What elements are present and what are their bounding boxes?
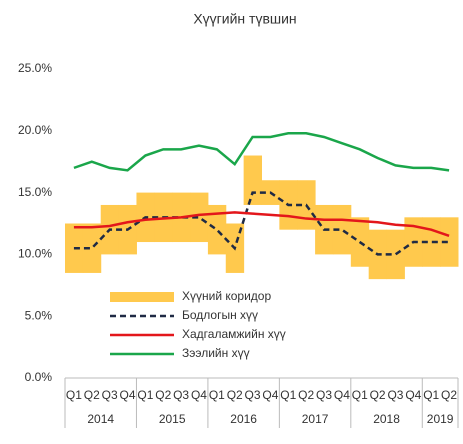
year-label: 2019 [427, 412, 454, 426]
year-label: 2017 [302, 412, 329, 426]
legend-swatch [110, 292, 174, 302]
year-label: 2018 [373, 412, 400, 426]
y-tick-label: 0.0% [25, 370, 53, 384]
x-tick-label: Q4 [334, 388, 350, 402]
x-tick-label: Q1 [352, 388, 368, 402]
x-tick-label: Q2 [441, 388, 457, 402]
x-tick-label: Q3 [387, 388, 403, 402]
corridor-band [82, 223, 102, 273]
year-label: 2016 [230, 412, 257, 426]
series-line [73, 132, 450, 172]
x-tick-label: Q1 [280, 388, 296, 402]
corridor-band [440, 217, 459, 267]
year-label: 2014 [87, 412, 114, 426]
x-tick-label: Q1 [423, 388, 439, 402]
x-tick-label: Q2 [227, 388, 243, 402]
legend: Хүүний коридор Бодлогын хүү Хадгаламжийн х… [105, 287, 315, 365]
corridor-band [332, 204, 352, 255]
x-tick-label: Q3 [173, 388, 189, 402]
x-tick-label: Q4 [120, 388, 136, 402]
x-tick-label: Q4 [262, 388, 278, 402]
x-tick-label: Q2 [370, 388, 386, 402]
chart-title: Хүүгийн түвшин [193, 11, 296, 27]
legend-label: Зээлийн хүү [182, 346, 250, 360]
y-tick-label: 15.0% [18, 185, 52, 199]
y-tick-label: 5.0% [25, 308, 53, 322]
x-tick-label: Q3 [102, 388, 118, 402]
y-tick-label: 10.0% [18, 247, 52, 261]
x-tick-label: Q3 [316, 388, 332, 402]
x-tick-label: Q2 [84, 388, 100, 402]
series-line [73, 211, 450, 238]
corridor-band [190, 192, 209, 243]
legend-label: Бодлогын хүү [182, 308, 258, 322]
legend-label: Хүүний коридор [182, 289, 271, 303]
corridor-band [207, 204, 227, 255]
x-tick-label: Q2 [155, 388, 171, 402]
x-tick-label: Q4 [405, 388, 421, 402]
y-tick-label: 25.0% [18, 61, 52, 75]
corridor-band [243, 155, 262, 205]
x-tick-label: Q3 [245, 388, 261, 402]
x-tick-label: Q1 [137, 388, 153, 402]
x-tick-label: Q1 [66, 388, 82, 402]
y-tick-label: 20.0% [18, 123, 52, 137]
x-tick-label: Q1 [209, 388, 225, 402]
x-tick-label: Q4 [191, 388, 207, 402]
x-tick-label: Q2 [298, 388, 314, 402]
year-label: 2015 [159, 412, 186, 426]
series-line [73, 191, 450, 256]
legend-label: Хадгаламжийн хүү [182, 327, 286, 341]
